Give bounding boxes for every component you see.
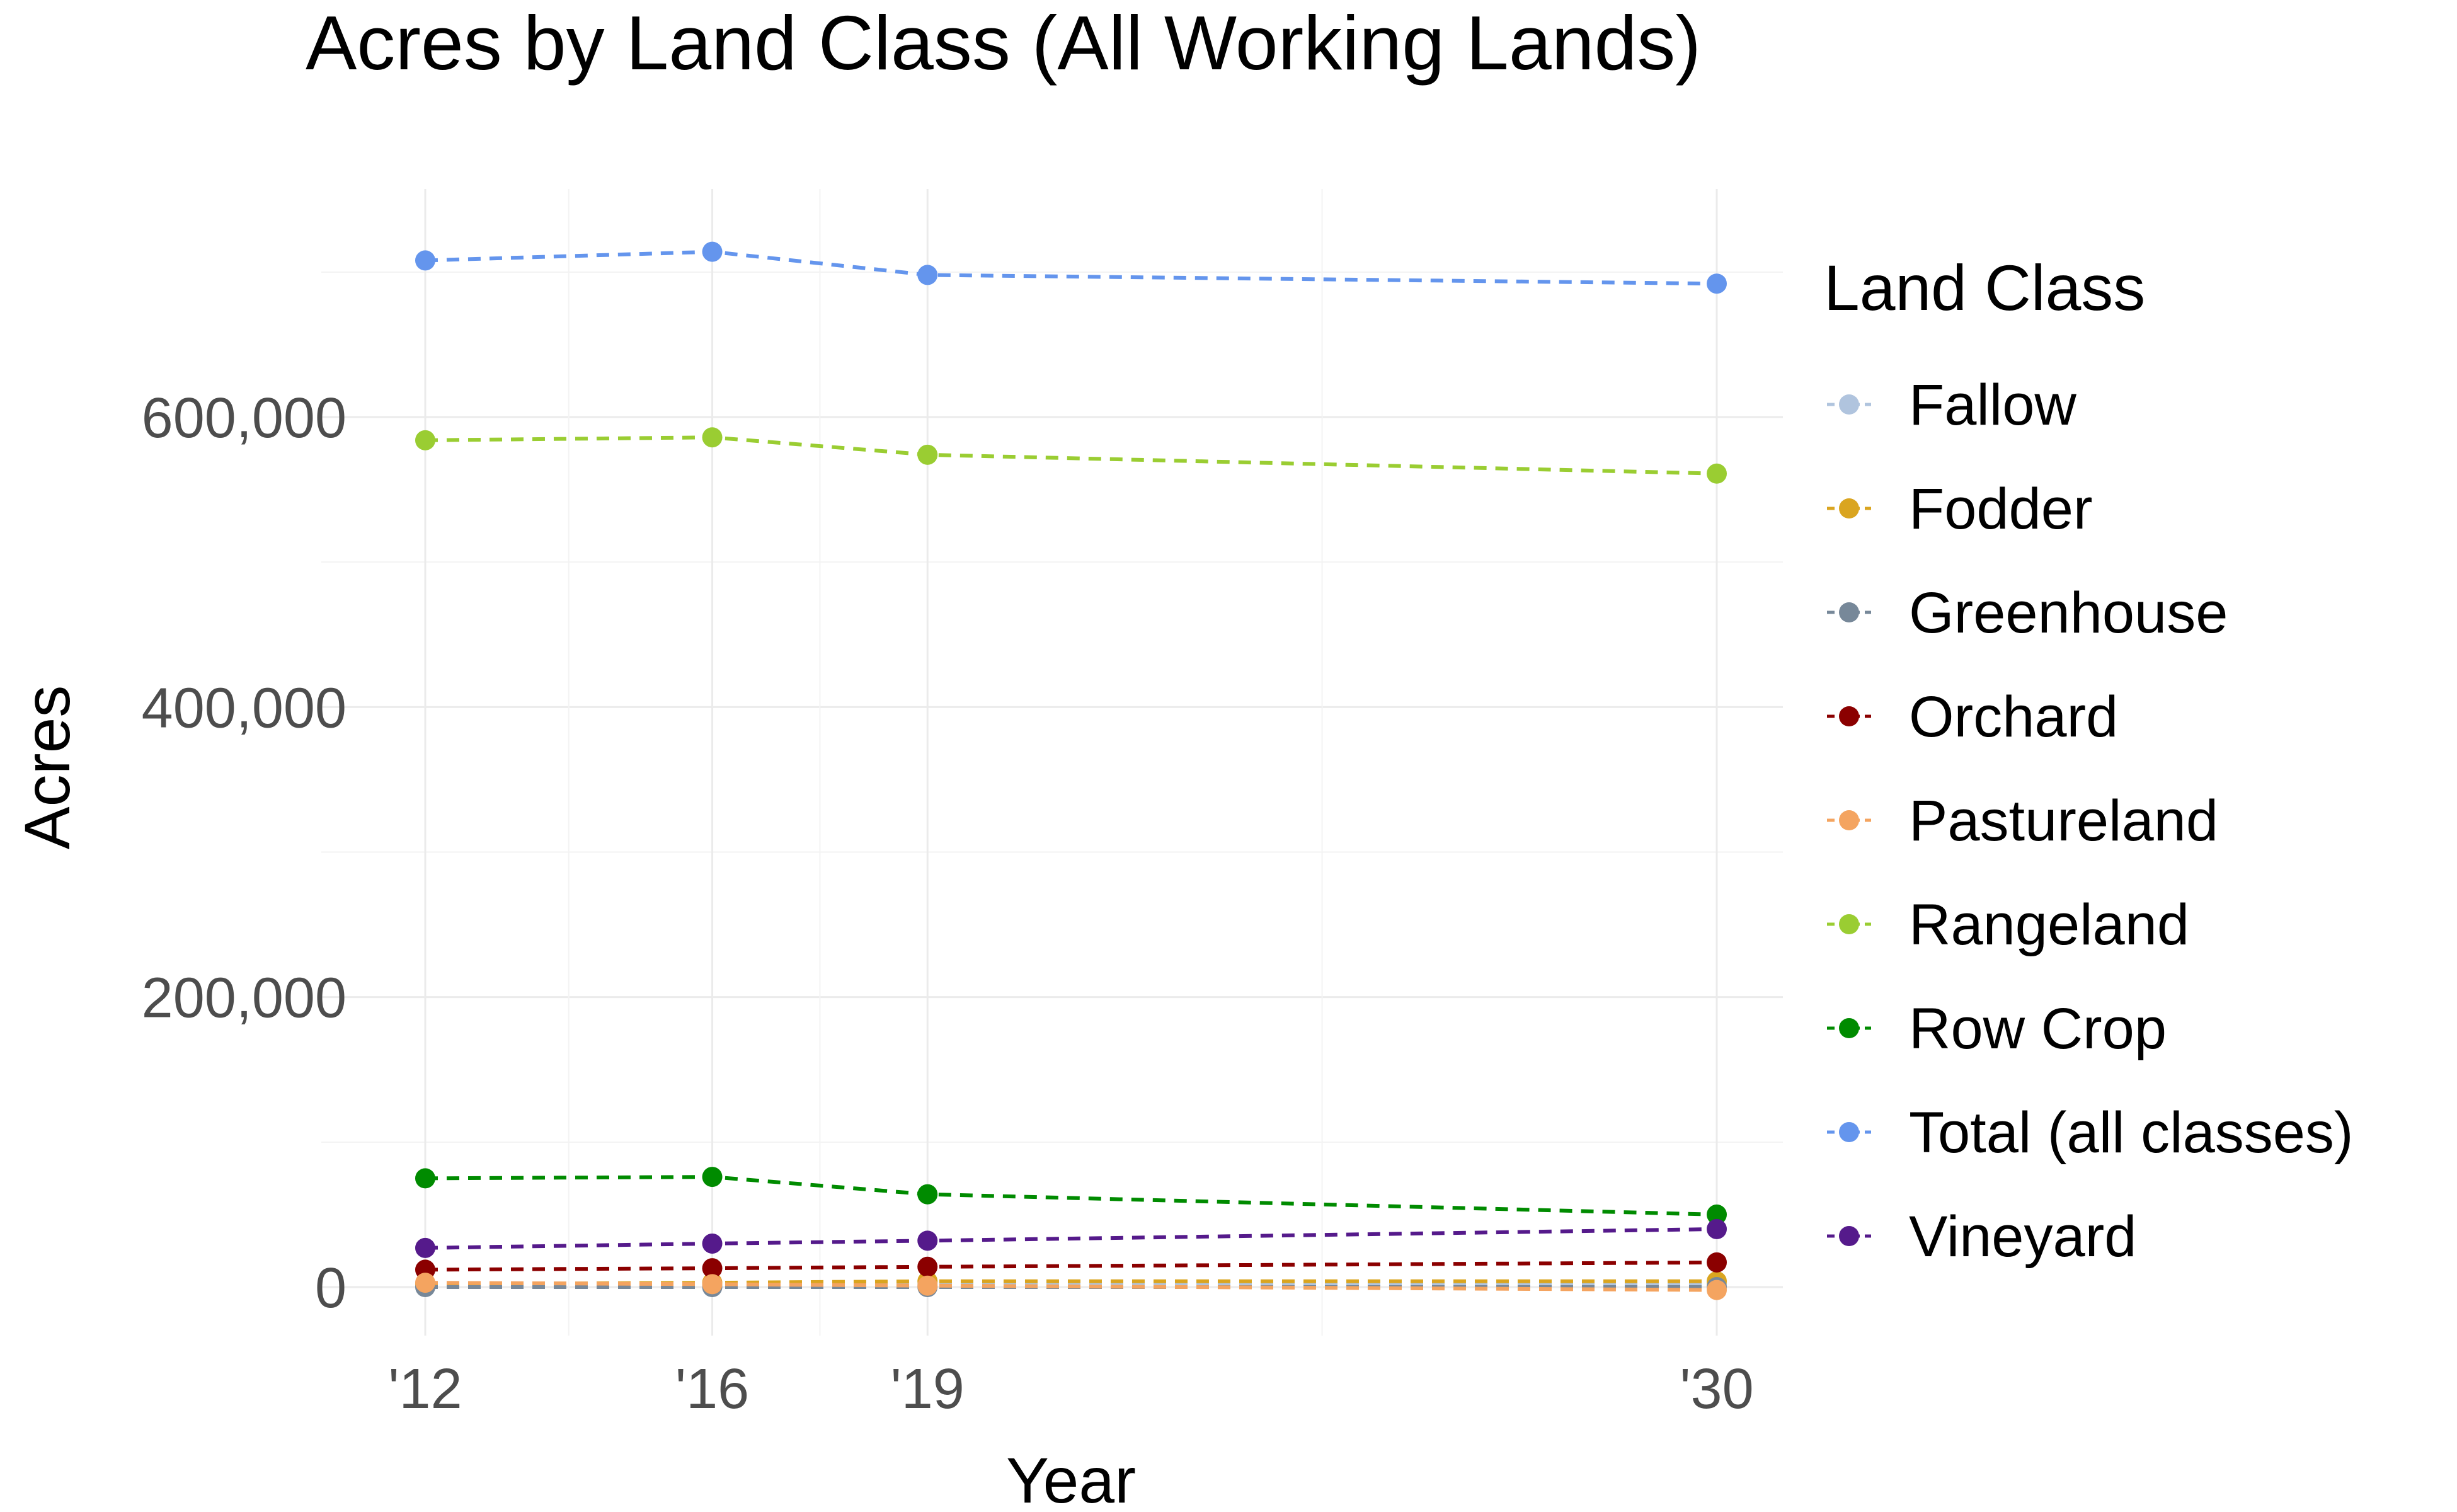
legend-label: Pastureland [1909, 789, 2218, 853]
series-vineyard [415, 1218, 1727, 1258]
data-point-rangeland [917, 444, 938, 465]
data-point-rangeland [702, 427, 723, 448]
legend-title: Land Class [1824, 252, 2145, 324]
data-point-total-all-classes [917, 265, 938, 285]
legend-key-point [1839, 810, 1859, 830]
data-point-vineyard [1707, 1218, 1727, 1239]
legend-item-greenhouse: Greenhouse [1827, 581, 2228, 645]
series-line-pastureland [425, 1281, 1717, 1292]
x-axis-title: Year [1006, 1445, 1136, 1512]
legend-key-point [1839, 1122, 1859, 1142]
y-tick-label: 400,000 [142, 677, 346, 740]
data-point-vineyard [917, 1230, 938, 1251]
legend-key-point [1839, 394, 1859, 415]
data-point-row-crop [415, 1168, 435, 1189]
data-point-pastureland [415, 1273, 435, 1293]
legend-label: Total (all classes) [1909, 1101, 2354, 1165]
x-tick-label: '19 [891, 1358, 965, 1421]
data-point-row-crop [1707, 1204, 1727, 1225]
series-rangeland [415, 427, 1727, 484]
legend-key-point [1839, 706, 1859, 726]
y-tick-label: 600,000 [142, 387, 346, 450]
series-total-all-classes [415, 241, 1727, 294]
data-point-vineyard [702, 1233, 723, 1254]
data-point-pastureland [1707, 1280, 1727, 1300]
data-point-total-all-classes [1707, 273, 1727, 294]
y-axis-title: Acres [11, 685, 83, 850]
series-line-rangeland [425, 435, 1717, 476]
data-point-pastureland [917, 1275, 938, 1296]
series-line-fodder [425, 1279, 1717, 1286]
chart-title: Acres by Land Class (All Working Lands) [306, 0, 1701, 86]
x-tick-label: '12 [388, 1358, 462, 1421]
series-line-row-crop [425, 1175, 1717, 1217]
data-point-orchard [917, 1256, 938, 1277]
data-point-total-all-classes [702, 241, 723, 262]
legend: Land Class Fallow Fodder Greenhouse Orchard… [1824, 252, 2354, 1269]
legend-key-point [1839, 602, 1859, 622]
series-row-crop [415, 1167, 1727, 1225]
legend-items: Fallow Fodder Greenhouse Orchard Pastureland… [1827, 373, 2354, 1269]
x-tick-label: '16 [675, 1358, 749, 1421]
legend-label: Fallow [1909, 373, 2076, 437]
series-pastureland [415, 1273, 1727, 1300]
legend-item-vineyard: Vineyard [1827, 1205, 2136, 1269]
y-tick-label: 0 [315, 1257, 346, 1320]
legend-item-total-all-classes: Total (all classes) [1827, 1101, 2354, 1165]
x-tick-label: '30 [1680, 1358, 1753, 1421]
data-point-vineyard [415, 1237, 435, 1258]
data-point-total-all-classes [415, 250, 435, 271]
series-line-vineyard [425, 1227, 1717, 1250]
series-line-orchard [425, 1260, 1717, 1272]
legend-item-row-crop: Row Crop [1827, 997, 2167, 1061]
legend-label: Fodder [1909, 477, 2093, 541]
gridlines [321, 189, 1783, 1336]
x-axis-ticks: '12 '16 '19 '30 [388, 1358, 1753, 1421]
data-point-pastureland [702, 1274, 723, 1295]
y-tick-label: 200,000 [142, 967, 346, 1030]
legend-key-point [1839, 914, 1859, 934]
series-lines [415, 241, 1727, 1300]
series-orchard [415, 1252, 1727, 1280]
data-point-rangeland [415, 430, 435, 450]
data-point-orchard [702, 1258, 723, 1279]
legend-item-pastureland: Pastureland [1827, 789, 2218, 853]
legend-label: Orchard [1909, 685, 2118, 749]
legend-item-fodder: Fodder [1827, 477, 2093, 541]
legend-label: Vineyard [1909, 1205, 2136, 1269]
data-point-rangeland [1707, 463, 1727, 484]
data-point-orchard [1707, 1252, 1727, 1273]
data-point-row-crop [702, 1167, 723, 1188]
series-line-total-all-classes [425, 249, 1717, 286]
legend-label: Row Crop [1909, 997, 2167, 1061]
legend-item-orchard: Orchard [1827, 685, 2118, 749]
legend-item-fallow: Fallow [1827, 373, 2076, 437]
legend-item-rangeland: Rangeland [1827, 893, 2189, 957]
legend-key-point [1839, 498, 1859, 518]
legend-key-point [1839, 1226, 1859, 1246]
y-axis-ticks: 0 200,000 400,000 600,000 [142, 387, 346, 1320]
data-point-row-crop [917, 1184, 938, 1205]
legend-key-point [1839, 1018, 1859, 1038]
legend-label: Greenhouse [1909, 581, 2228, 645]
legend-label: Rangeland [1909, 893, 2189, 957]
